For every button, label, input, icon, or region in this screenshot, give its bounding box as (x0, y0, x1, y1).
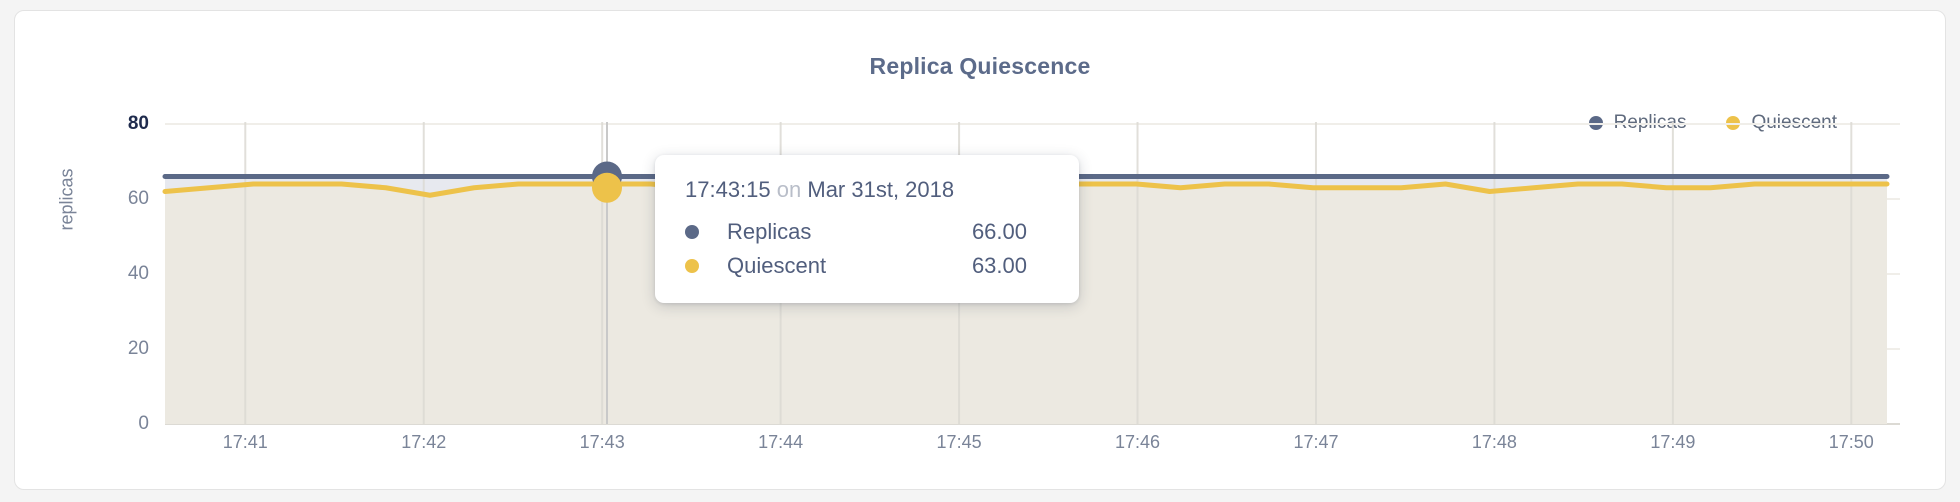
tooltip-series-name: Replicas (727, 219, 812, 244)
x-axis-tick-label: 17:42 (401, 432, 447, 452)
tooltip-time: 17:43:15 (685, 177, 771, 202)
tooltip-series-name: Quiescent (727, 253, 827, 278)
x-axis-tick-label: 17:43 (579, 432, 625, 452)
x-axis-tick-label: 17:46 (1114, 432, 1161, 452)
chart-legend: Replicas Quiescent (1588, 112, 1837, 134)
x-axis-tick-label: 17:49 (1650, 432, 1696, 452)
tooltip-series-value: 66.00 (971, 219, 1027, 244)
series-dot-icon (685, 259, 699, 273)
x-axis-tick-label: 17:48 (1471, 432, 1517, 452)
tooltip-on-word: on (776, 177, 802, 202)
x-axis-tick-label: 17:41 (222, 432, 268, 452)
hover-marker-quiescent (592, 172, 622, 203)
y-axis-tick-label: 0 (138, 413, 149, 434)
tooltip-row-replicas: Replicas 66.00 (685, 219, 1049, 245)
x-axis-tick-label: 17:44 (758, 432, 804, 452)
tooltip-row-quiescent: Quiescent 63.00 (685, 253, 1049, 279)
y-axis-tick-label: 40 (127, 263, 149, 284)
chart-tooltip: 17:43:15 on Mar 31st, 2018 Replicas 66.0… (655, 155, 1079, 303)
area-fill-quiescent (165, 184, 1887, 424)
tooltip-header: 17:43:15 on Mar 31st, 2018 (685, 177, 1049, 203)
y-axis-tick-label: 20 (127, 338, 149, 359)
legend-label-replicas: Replicas (1613, 112, 1687, 133)
x-axis-tick-label: 17:47 (1293, 432, 1339, 452)
tooltip-series-value: 63.00 (971, 253, 1027, 278)
x-axis-tick-label: 17:50 (1828, 432, 1874, 452)
tooltip-date: Mar 31st, 2018 (807, 177, 955, 202)
series-dot-icon (685, 225, 699, 239)
y-axis-title: replicas (56, 168, 77, 231)
chart-card: Replica Quiescence Replicas Quiescent re… (14, 10, 1946, 490)
y-axis-tick-label: 80 (127, 113, 149, 134)
chart-title: Replica Quiescence (869, 53, 1091, 79)
x-axis-tick-label: 17:45 (936, 432, 982, 452)
legend-label-quiescent: Quiescent (1751, 112, 1837, 133)
y-axis-tick-label: 60 (127, 188, 149, 209)
